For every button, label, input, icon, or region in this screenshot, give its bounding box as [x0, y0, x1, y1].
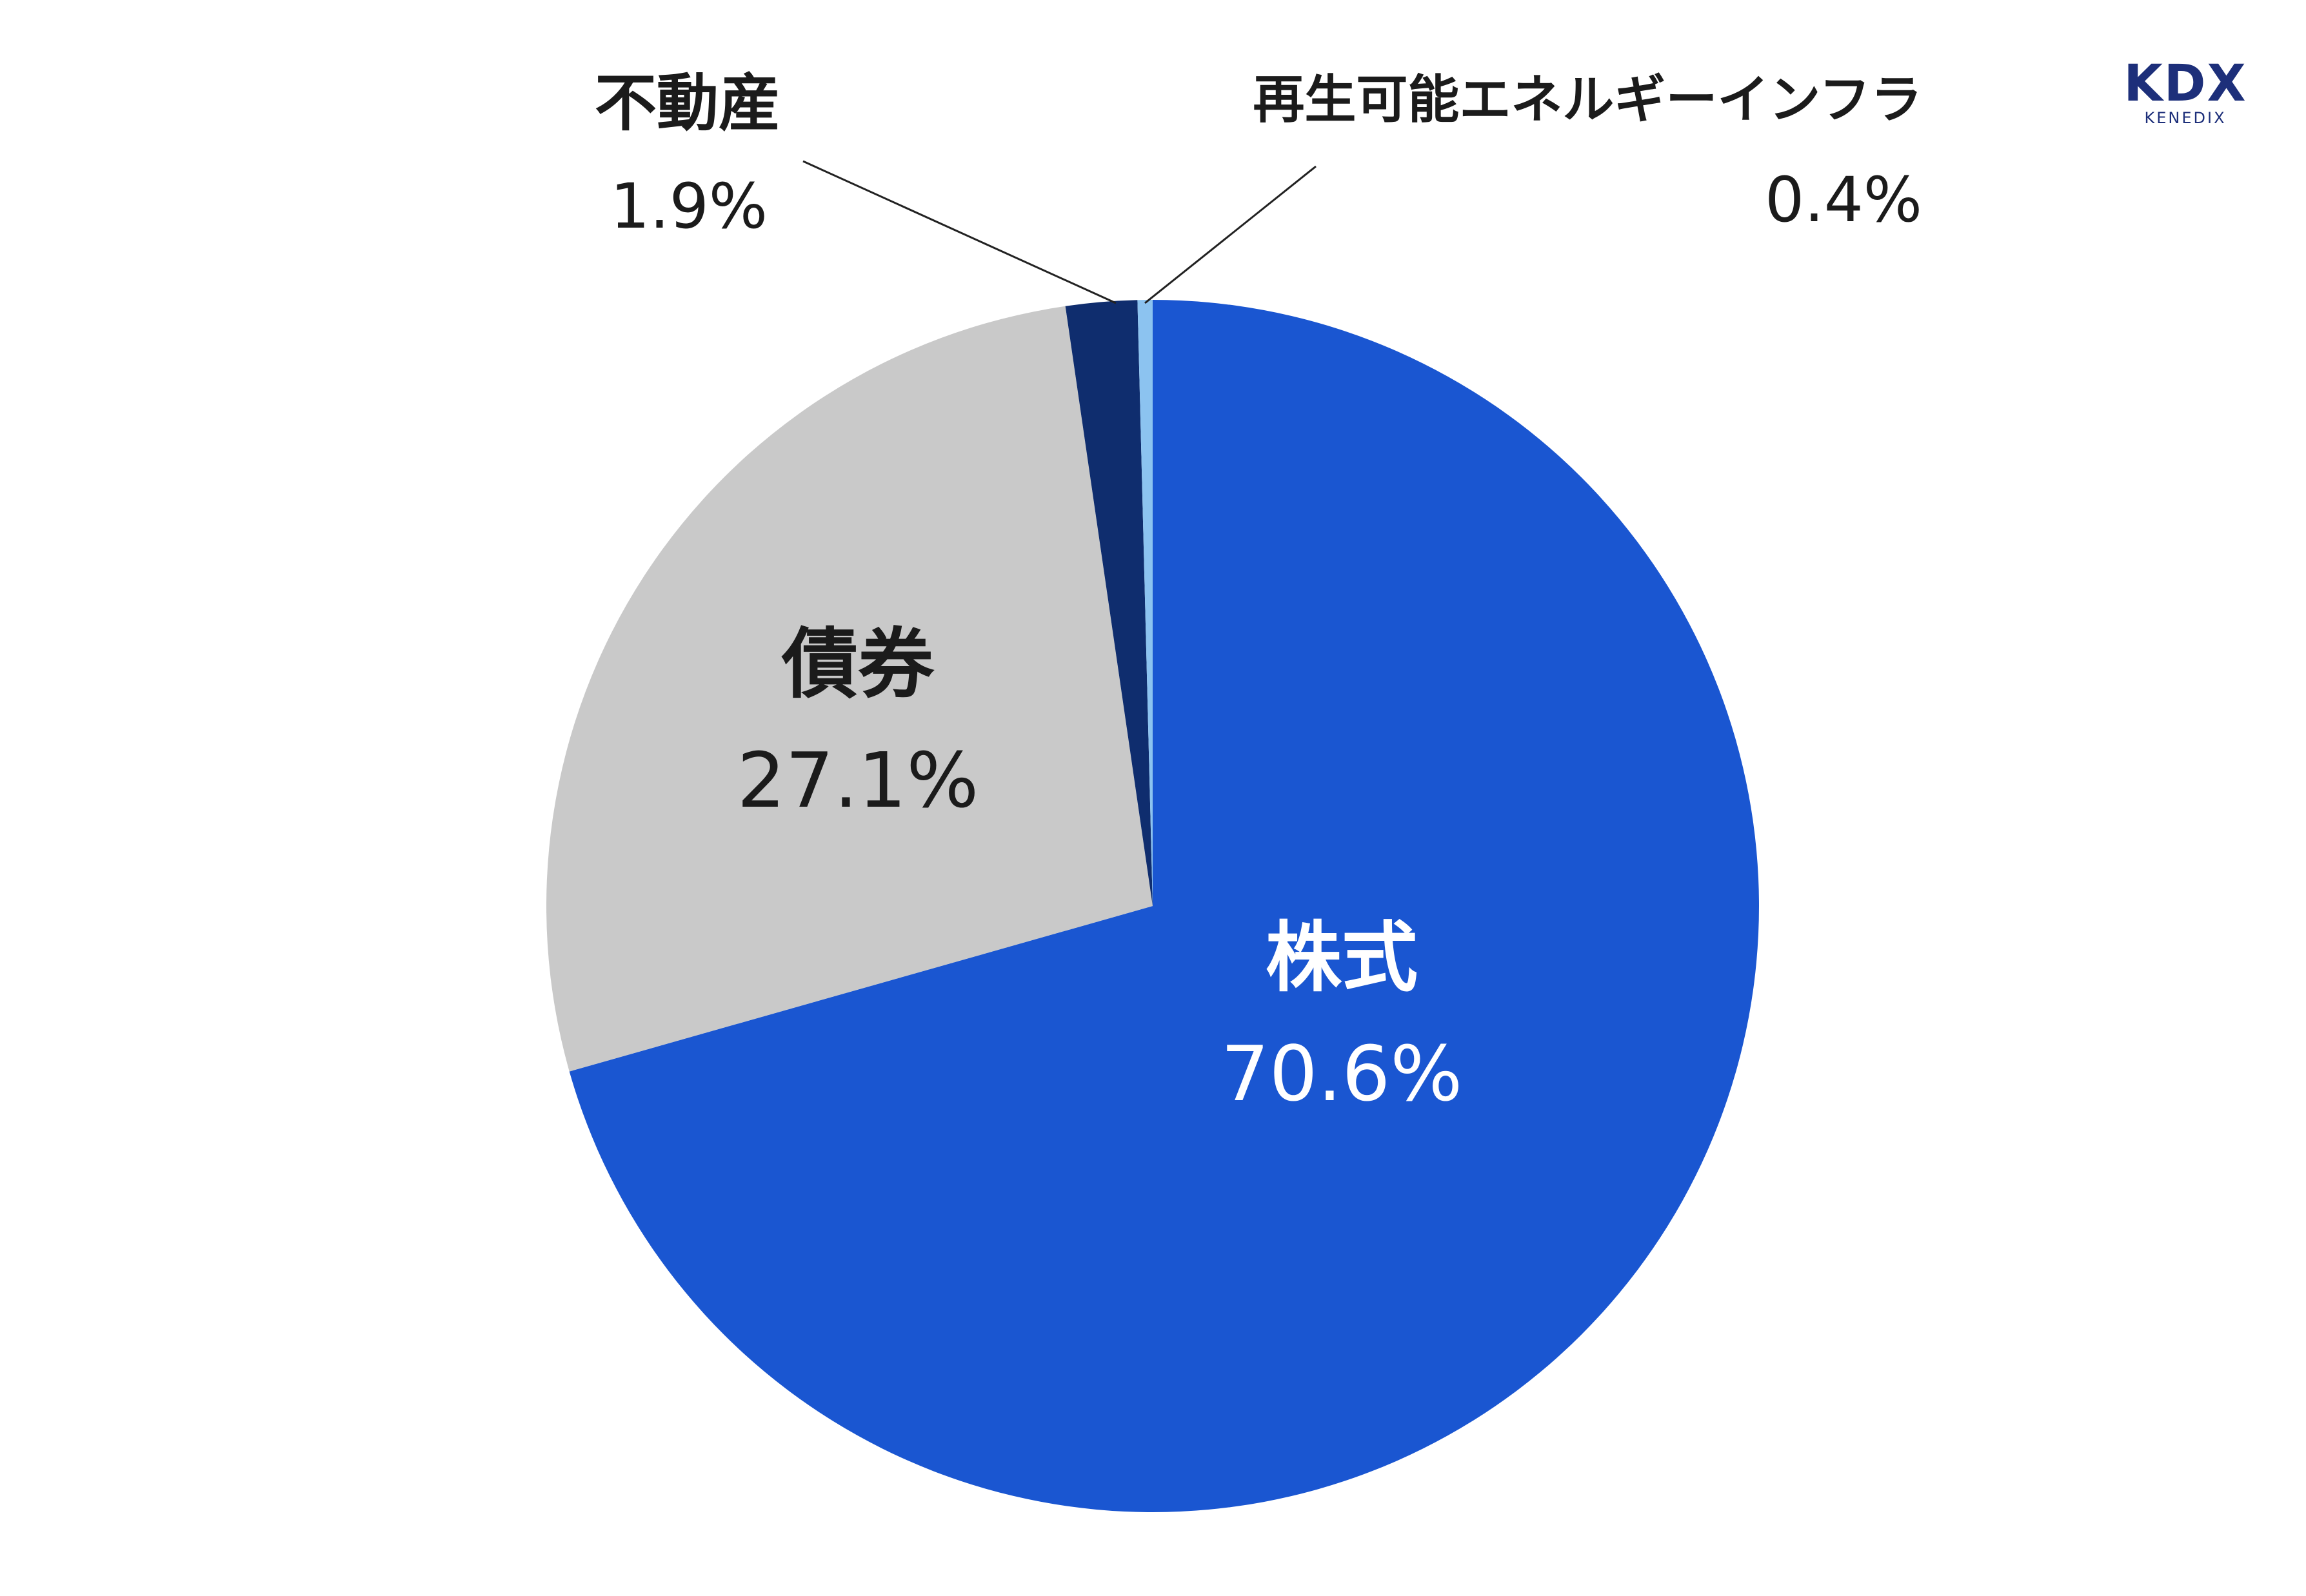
slice-label-stocks: 株式 — [1265, 913, 1418, 1002]
slice-real-estate — [1065, 300, 1153, 906]
slice-stocks — [569, 300, 1759, 1512]
slice-value-renewable: 0.4% — [1765, 164, 1922, 236]
pie-slices — [546, 300, 1759, 1512]
slice-value-stocks: 70.6% — [1220, 1029, 1463, 1118]
leader-lines — [802, 160, 1317, 304]
logo-sub-text: KENEDIX — [2144, 109, 2227, 127]
slice-label-real-estate: 不動産 — [595, 67, 780, 139]
kdx-logo: KDX KENEDIX — [2108, 58, 2263, 129]
slice-label-renewable: 再生可能エネルギーインフラ — [1253, 70, 1922, 130]
slice-value-real-estate: 1.9% — [610, 170, 768, 242]
leader-line-real-estate — [802, 160, 1117, 304]
leader-line-renewable — [1144, 165, 1317, 304]
slice-renewable — [1137, 300, 1153, 906]
logo-main-text: KDX — [2123, 55, 2247, 113]
slice-value-bonds: 27.1% — [737, 736, 979, 825]
slice-bonds — [546, 306, 1153, 1072]
slice-label-bonds: 債券 — [781, 620, 934, 709]
